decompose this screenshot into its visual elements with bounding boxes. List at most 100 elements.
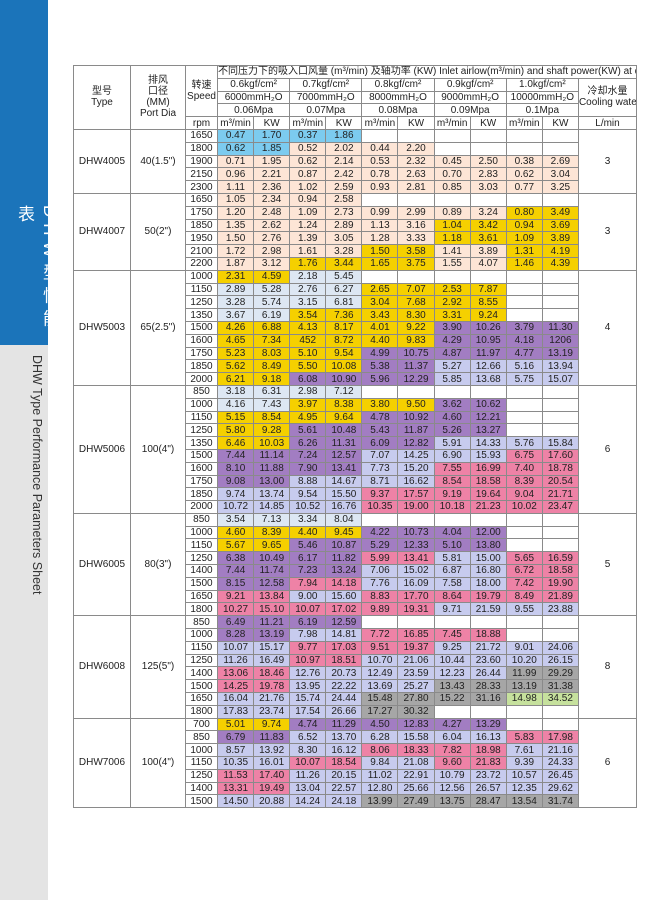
shaft-power: 23.74	[253, 704, 291, 719]
data-row: 1400 13.31 19.49 13.04 22.57 12.80 25.66 12.56 2…	[74, 781, 637, 796]
airflow: 5.96	[361, 372, 399, 386]
shaft-power: 18.88	[469, 628, 507, 642]
shaft-power: 3.61	[469, 231, 507, 246]
airflow: 13.75	[433, 794, 471, 809]
airflow: 7.58	[433, 576, 471, 591]
header-row: 型号 Type 排风 口径 (MM) Port Dia 转速 Speed 不同压力下的吸入口风量…	[73, 64, 638, 130]
airflow: 6.17	[289, 551, 327, 566]
airflow: 5.83	[505, 730, 543, 745]
shaft-power: 11.21	[253, 615, 291, 630]
shaft-power: 8.38	[325, 397, 363, 412]
data-row: 1000 8.57 13.92 8.30 16.12 8.06 18.33 7.82 18.98…	[74, 743, 637, 758]
shaft-power: 22.22	[325, 679, 363, 694]
airflow: 9.37	[361, 487, 399, 502]
airflow: 9.77	[289, 640, 327, 655]
airflow: 10.52	[289, 500, 327, 514]
airflow: 5.62	[216, 359, 255, 374]
empty-cell	[469, 704, 507, 719]
data-row: 1500 7.44 11.14 7.24 12.57 7.07 14.25 6.90 15.93…	[74, 448, 637, 463]
rpm: 1750	[185, 205, 218, 220]
airflow: 14.50	[216, 794, 255, 809]
flow-unit: m³/min	[361, 116, 399, 130]
empty-cell	[397, 615, 435, 630]
shaft-power: 15.07	[541, 372, 579, 386]
rpm: 2000	[185, 500, 218, 514]
airflow: 6.08	[289, 372, 327, 386]
cooling-water: 5	[577, 512, 638, 617]
data-row: 1000 4.16 7.43 3.97 8.38 3.80 9.50 3.62 10.62	[74, 397, 637, 412]
shaft-power: 3.16	[397, 218, 435, 233]
empty-cell	[397, 128, 435, 143]
shaft-power: 9.18	[253, 372, 291, 386]
empty-cell	[505, 704, 543, 719]
shaft-power: 13.24	[325, 564, 363, 578]
rpm: 1000	[185, 628, 218, 642]
airflow: 14.25	[216, 679, 255, 694]
shaft-power: 10.87	[325, 538, 363, 553]
airflow: 8.28	[216, 628, 255, 642]
airflow: 10.07	[289, 756, 327, 770]
airflow: 10.27	[216, 602, 255, 617]
empty-cell	[469, 192, 507, 207]
rpm: 1000	[185, 269, 218, 284]
airflow: 3.28	[216, 295, 255, 310]
empty-cell	[469, 384, 507, 399]
shaft-power: 9.28	[253, 423, 291, 438]
pressure-mmh2o: 9000mmH₂O	[433, 90, 507, 105]
airflow: 5.10	[433, 538, 471, 553]
airflow: 3.34	[289, 512, 327, 527]
shaft-power: 9.54	[325, 346, 363, 361]
shaft-power: 2.20	[397, 141, 435, 156]
empty-cell	[469, 128, 507, 143]
header-row: 0.6kgf/cm² 0.7kgf/cm² 0.8kgf/cm² 0.9kgf/cm²…	[74, 77, 638, 118]
rpm: 1650	[185, 589, 218, 604]
pressure-kgf: 0.6kgf/cm²	[216, 77, 291, 92]
empty-cell	[505, 538, 543, 553]
table-body: DHW4005 40(1.5") 1650 0.47 1.70 0.37 1.86 3 1800…	[73, 128, 638, 809]
shaft-power: 4.07	[469, 256, 507, 271]
airflow: 3.15	[289, 295, 327, 310]
shaft-power: 13.74	[253, 487, 291, 502]
shaft-power: 3.25	[541, 180, 579, 194]
shaft-power: 18.51	[325, 653, 363, 668]
empty-cell	[541, 512, 579, 527]
shaft-power: 16.01	[253, 756, 291, 770]
shaft-power: 26.66	[325, 704, 363, 719]
cooling-water: 6	[577, 717, 638, 809]
rpm: 1150	[185, 538, 218, 553]
airflow: 7.07	[361, 448, 399, 463]
airflow: 1.46	[505, 256, 543, 271]
airflow: 5.15	[216, 410, 255, 425]
shaft-power: 15.10	[253, 602, 291, 617]
airflow: 1.20	[216, 205, 255, 220]
rpm: 1850	[185, 218, 218, 233]
shaft-power: 15.02	[397, 564, 435, 578]
header-row: 0.06Mpa 0.07Mpa 0.08Mpa 0.09Mpa 0.1Mpa	[74, 103, 637, 118]
empty-cell	[469, 512, 507, 527]
airflow: 13.19	[505, 679, 543, 694]
airflow: 1.13	[361, 218, 399, 233]
empty-cell	[541, 141, 579, 156]
pressure-mmh2o: 6000mmH₂O	[216, 90, 291, 105]
shaft-power: 17.02	[325, 602, 363, 617]
shaft-power: 19.78	[253, 679, 291, 694]
pressure-kgf: 0.7kgf/cm²	[289, 77, 363, 92]
shaft-power: 26.44	[469, 666, 507, 681]
airflow: 8.57	[216, 743, 255, 758]
rpm: 2300	[185, 180, 218, 194]
shaft-power: 3.75	[397, 256, 435, 271]
power-unit: KW	[541, 116, 579, 130]
rpm: 1150	[185, 410, 218, 425]
shaft-power: 8.39	[253, 525, 291, 540]
data-row: 1150 2.89 5.28 2.76 6.27 2.65 7.07 2.53 7.87	[74, 282, 637, 297]
airflow: 13.95	[289, 679, 327, 694]
rpm: 1350	[185, 436, 218, 450]
airflow: 1.02	[289, 180, 327, 194]
shaft-power: 18.98	[469, 743, 507, 758]
shaft-power: 2.48	[253, 205, 291, 220]
data-row: 1850 9.74 13.74 9.54 15.50 9.37 17.57 9.19 19.64…	[74, 487, 637, 502]
shaft-power: 16.99	[469, 461, 507, 476]
airflow: 10.44	[433, 653, 471, 668]
airflow: 10.07	[216, 640, 255, 655]
shaft-power: 17.70	[397, 589, 435, 604]
